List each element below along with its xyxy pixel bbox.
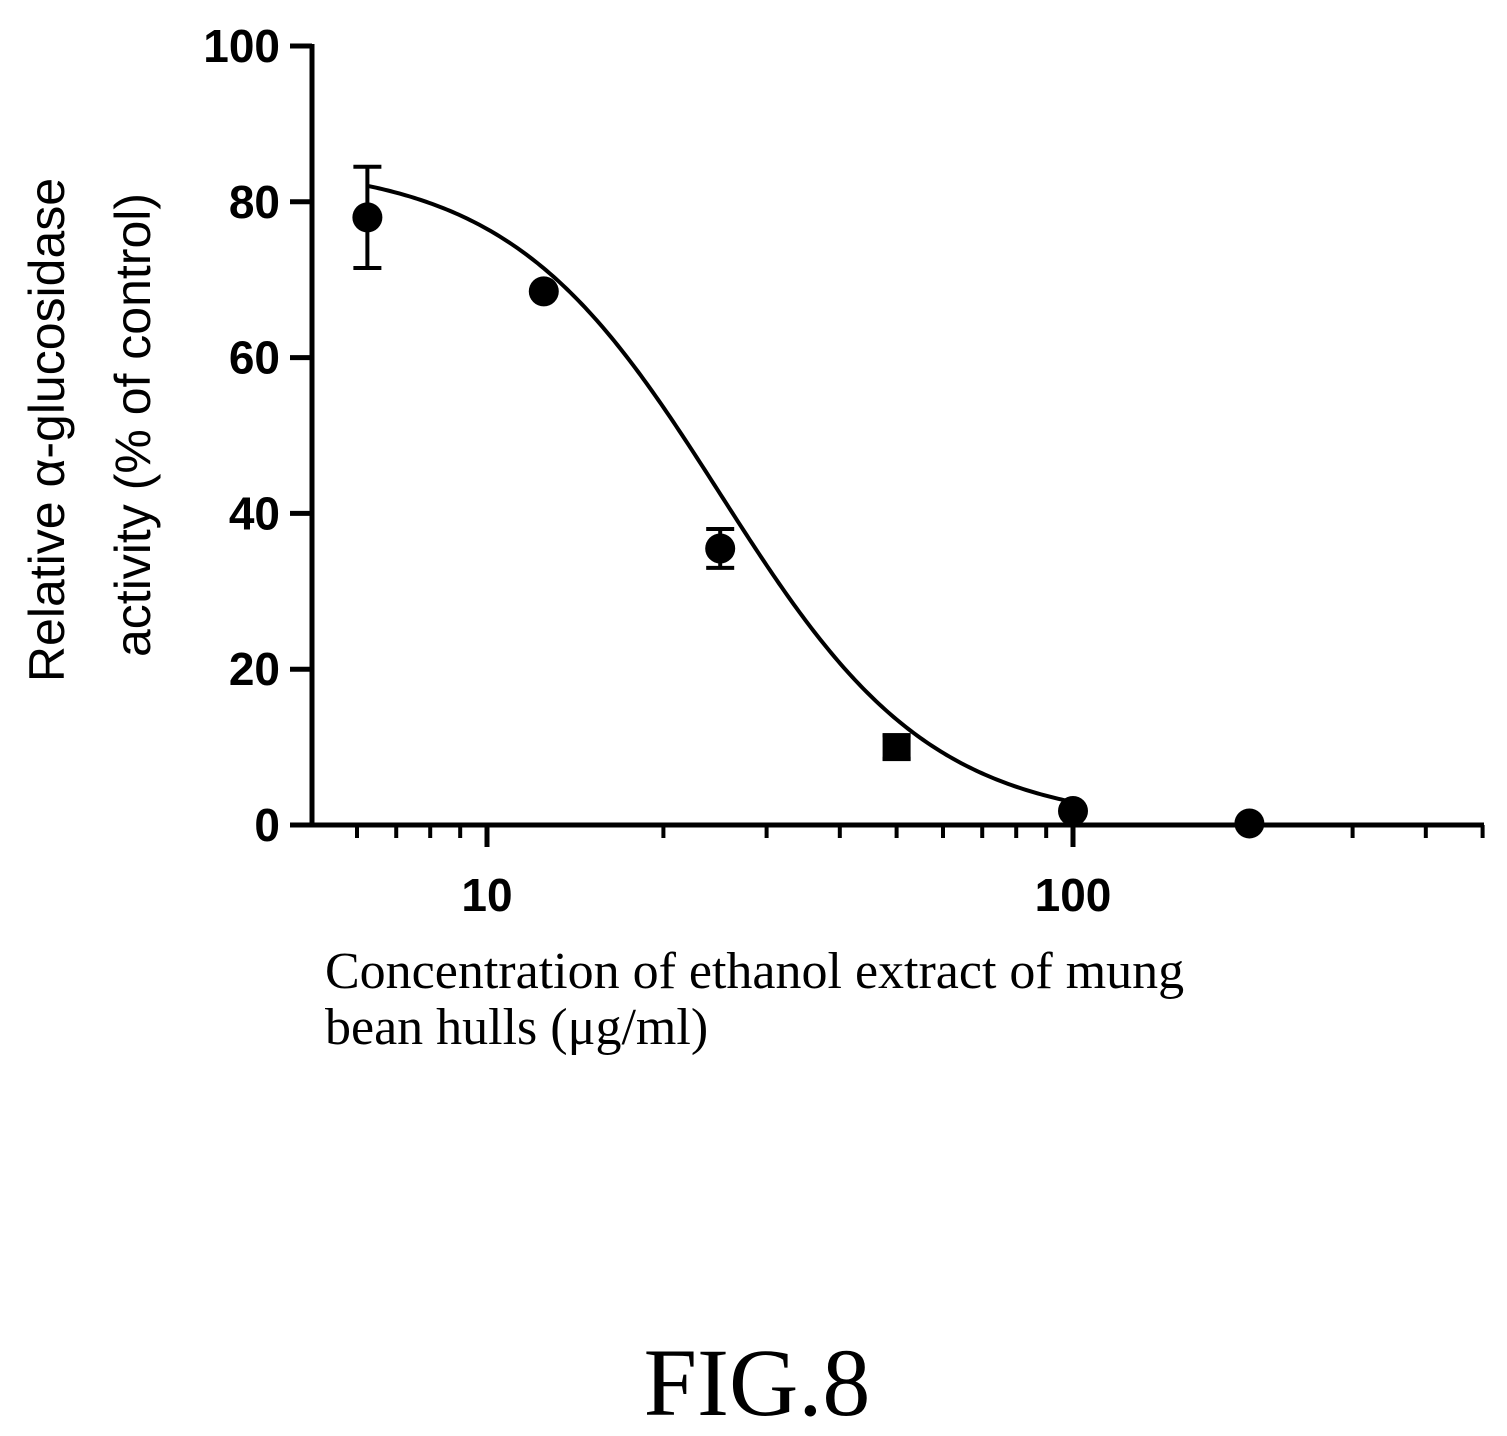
y-tick-label-80: 80 (229, 176, 280, 228)
x-axis: 10 100 (290, 822, 1485, 921)
y-tick-label-20: 20 (229, 643, 280, 695)
data-point-5 (1234, 808, 1265, 839)
y-tick-label-0: 0 (254, 799, 280, 851)
x-axis-title-line1: Concentration of ethanol extract of mung (325, 943, 1184, 1000)
y-axis-title-line1: Relative α-glucosidase (19, 178, 75, 682)
y-axis: 0 20 40 60 80 100 (203, 20, 315, 851)
y-tick-label-100: 100 (203, 20, 280, 72)
figure-label: FIG.8 (644, 1329, 871, 1436)
y-tick-label-40: 40 (229, 487, 280, 539)
y-tick-label-60: 60 (229, 332, 280, 384)
data-points-group (352, 164, 1265, 839)
y-axis-title-line2: activity (% of control) (105, 193, 161, 657)
data-point-3 (882, 733, 911, 762)
data-point-0 (352, 202, 383, 233)
x-tick-label-10: 10 (461, 869, 512, 921)
fit-curve (366, 183, 1074, 805)
data-point-1 (528, 276, 559, 307)
data-point-2 (705, 533, 736, 564)
x-axis-title-line2: bean hulls (μg/ml) (325, 999, 708, 1056)
fit-curve-group (366, 183, 1074, 805)
data-point-4 (1058, 795, 1088, 826)
x-tick-label-100: 100 (1035, 869, 1112, 921)
